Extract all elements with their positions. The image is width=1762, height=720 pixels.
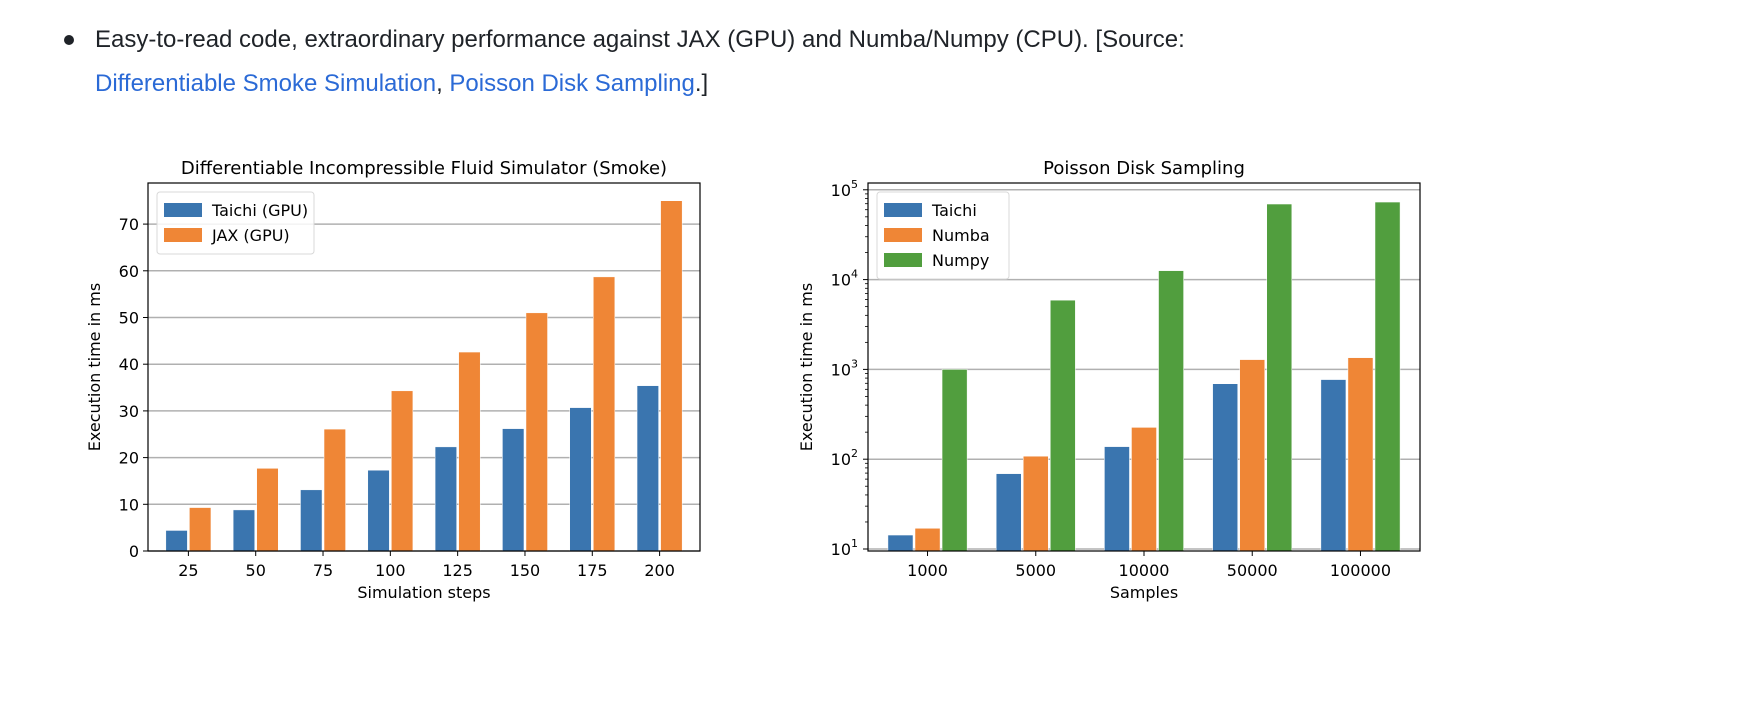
bar-jax-gpu--175	[593, 276, 616, 552]
y-tick-exponent: 5	[851, 178, 858, 191]
bar-jax-gpu--75	[323, 428, 346, 552]
x-tick-label: 150	[510, 561, 541, 580]
legend-label: Numpy	[932, 251, 989, 270]
y-tick-label: 10	[119, 495, 139, 514]
bullet-text: Easy-to-read code, extraordinary perform…	[95, 18, 1660, 106]
bullet-dot-icon	[64, 35, 74, 45]
y-tick-base: 10	[831, 181, 851, 200]
bar-numba-5000	[1022, 455, 1049, 552]
bar-taichi-5000	[995, 473, 1022, 552]
y-tick-label: 20	[119, 449, 139, 468]
y-tick-base: 10	[831, 450, 851, 469]
legend: Taichi Numba Numpy	[876, 191, 1010, 280]
legend-label: Taichi	[931, 201, 977, 220]
x-tick-label: 100	[375, 561, 406, 580]
legend-swatch	[884, 228, 922, 242]
legend-swatch	[884, 253, 922, 267]
x-tick-label: 50000	[1227, 561, 1278, 580]
y-tick-exponent: 2	[851, 447, 858, 460]
y-tick-label: 105	[831, 178, 858, 200]
y-tick-label: 40	[119, 355, 139, 374]
bar-jax-gpu--150	[525, 312, 548, 552]
x-tick-label: 25	[178, 561, 198, 580]
bar-jax-gpu--25	[189, 507, 212, 552]
bar-numpy-5000	[1050, 299, 1076, 552]
intro-text: Easy-to-read code, extraordinary perform…	[95, 26, 1185, 53]
bar-taichi-10000	[1104, 446, 1130, 552]
bar-taichi-gpu--75	[300, 489, 323, 552]
legend-label: Taichi (GPU)	[211, 201, 308, 220]
y-axis-label: Execution time in ms	[797, 283, 816, 451]
link-smoke-simulation[interactable]: Differentiable Smoke Simulation	[95, 70, 437, 97]
y-tick-label: 50	[119, 308, 139, 327]
y-axis-label: Execution time in ms	[85, 283, 104, 451]
chart-title: Poisson Disk Sampling	[1043, 158, 1245, 179]
separator: ,	[436, 70, 450, 97]
bar-taichi-gpu--200	[636, 385, 659, 552]
bullet-item: Easy-to-read code, extraordinary perform…	[60, 18, 1660, 106]
bar-numba-10000	[1131, 427, 1157, 552]
y-tick-exponent: 1	[851, 537, 858, 550]
bar-numba-50000	[1239, 359, 1266, 552]
axes-frame	[147, 182, 701, 552]
x-axis-label: Simulation steps	[357, 583, 490, 602]
bar-numba-1000	[914, 528, 941, 552]
y-tick-exponent: 3	[851, 357, 858, 370]
bar-jax-gpu--200	[660, 200, 683, 552]
x-tick-label: 1000	[907, 561, 948, 580]
x-axis-label: Samples	[1110, 583, 1178, 602]
bar-numpy-50000	[1266, 203, 1293, 552]
legend-swatch	[884, 203, 922, 217]
x-tick-label: 175	[577, 561, 608, 580]
bar-taichi-1000	[887, 534, 914, 552]
y-tick-label: 103	[831, 357, 858, 379]
bar-numpy-1000	[941, 369, 968, 552]
y-tick-label: 102	[831, 447, 858, 469]
y-tick-base: 10	[831, 360, 851, 379]
bar-taichi-gpu--50	[232, 509, 255, 552]
bar-taichi-gpu--150	[502, 428, 525, 552]
y-tick-exponent: 4	[851, 268, 858, 281]
intro-end: .]	[694, 70, 709, 97]
legend-swatch	[164, 203, 202, 217]
chart-1: 0 10 20 30 40 50 60 70 25 50 75 100 125 150 175 200 Diff…	[85, 158, 701, 602]
y-tick-label: 30	[119, 402, 139, 421]
legend-swatch	[164, 228, 202, 242]
link-poisson-disk-sampling[interactable]: Poisson Disk Sampling	[449, 70, 695, 97]
bar-numpy-100000	[1374, 201, 1401, 552]
x-tick-label: 5000	[1015, 561, 1056, 580]
bar-taichi-gpu--125	[434, 446, 457, 552]
x-tick-label: 200	[644, 561, 675, 580]
bar-taichi-gpu--175	[569, 407, 592, 552]
legend-label: JAX (GPU)	[211, 226, 290, 245]
y-tick-label: 60	[119, 262, 139, 281]
bar-taichi-gpu--100	[367, 469, 390, 552]
bar-jax-gpu--100	[391, 390, 414, 552]
y-tick-label: 70	[119, 215, 139, 234]
y-tick-label: 104	[831, 268, 858, 290]
x-tick-label: 125	[442, 561, 473, 580]
bar-numpy-10000	[1158, 270, 1184, 552]
bar-taichi-50000	[1212, 383, 1238, 552]
bar-jax-gpu--50	[256, 468, 279, 552]
bar-jax-gpu--125	[458, 351, 481, 552]
x-tick-label: 100000	[1330, 561, 1391, 580]
legend: Taichi (GPU) JAX (GPU)	[156, 191, 315, 255]
y-tick-base: 10	[831, 540, 851, 559]
x-tick-label: 50	[246, 561, 266, 580]
bar-taichi-100000	[1320, 379, 1347, 552]
bar-taichi-gpu--25	[165, 530, 188, 552]
bar-numba-100000	[1347, 357, 1374, 552]
legend-label: Numba	[932, 226, 990, 245]
y-tick-label: 101	[831, 537, 858, 559]
x-tick-label: 10000	[1119, 561, 1170, 580]
chart-title: Differentiable Incompressible Fluid Simu…	[181, 158, 667, 179]
x-tick-label: 75	[313, 561, 333, 580]
y-tick-base: 10	[831, 271, 851, 290]
y-tick-label: 0	[129, 542, 139, 561]
